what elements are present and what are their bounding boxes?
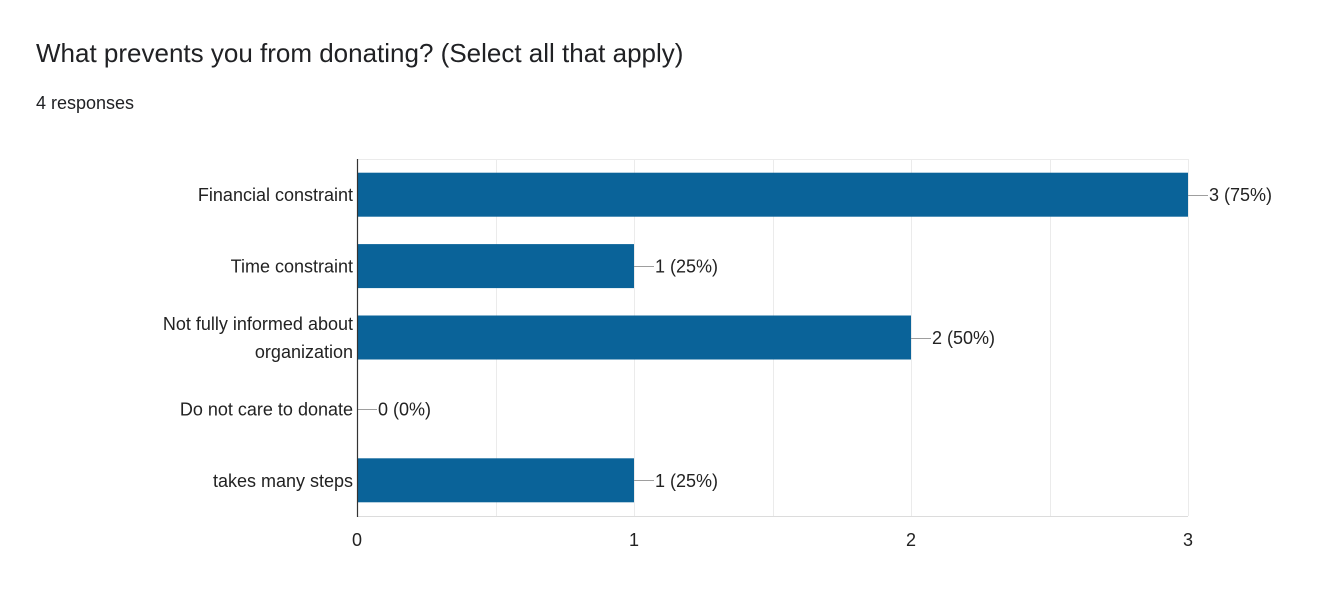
bar [357, 315, 911, 360]
category-label: Do not care to donate [180, 399, 353, 419]
response-count: 4 responses [36, 93, 135, 113]
category-label: Financial constraint [198, 185, 353, 205]
bar [357, 172, 1188, 217]
bar [357, 458, 634, 503]
x-tick-label: 1 [629, 530, 639, 550]
x-tick-label: 3 [1183, 530, 1193, 550]
bar [357, 244, 634, 289]
category-label: Not fully informed about organization [163, 314, 353, 362]
data-label: 1 (25%) [655, 471, 718, 491]
category-label: takes many steps [213, 471, 353, 491]
data-label: 3 (75%) [1209, 185, 1272, 205]
data-label: 1 (25%) [655, 257, 718, 277]
data-label: 2 (50%) [932, 328, 995, 348]
x-tick-label: 0 [352, 530, 362, 550]
question-title: What prevents you from donating? (Select… [36, 38, 684, 68]
category-label: Time constraint [231, 257, 353, 277]
data-label: 0 (0%) [378, 399, 431, 419]
x-tick-label: 2 [906, 530, 916, 550]
